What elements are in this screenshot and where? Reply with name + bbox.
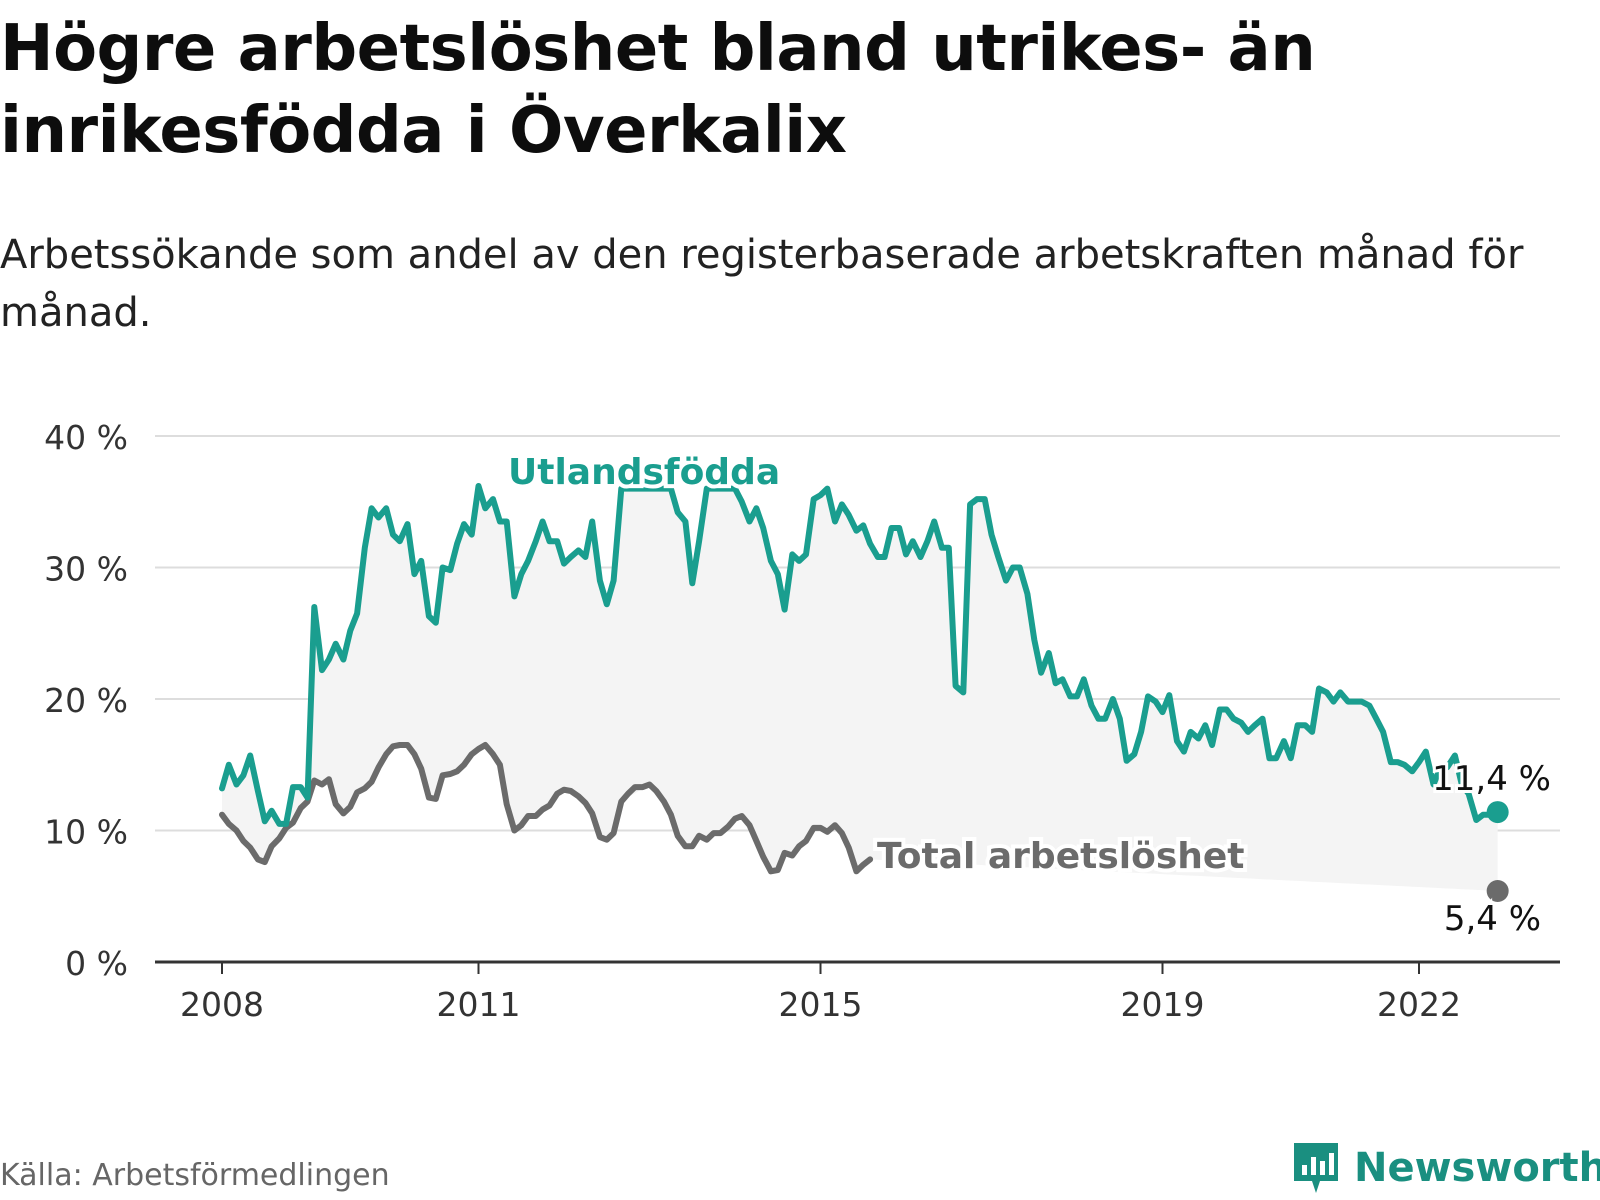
- line-chart: 0 % 10 % 20 % 30 % 40 % 2008 2011 2015 2019 2022 U…: [44, 418, 1560, 1024]
- series-line-total: [219, 742, 874, 875]
- series-label-total: Total arbetslöshet: [877, 836, 1245, 877]
- x-tick-label: 2008: [180, 985, 264, 1024]
- end-marker-foreign: [1486, 801, 1509, 824]
- series-label-foreign: Utlandsfödda: [508, 452, 780, 493]
- x-tick-label: 2019: [1121, 985, 1205, 1024]
- difference-band: [222, 486, 1498, 891]
- y-tick-label: 0 %: [65, 944, 128, 983]
- brand-name: Newsworthy: [1354, 1145, 1600, 1191]
- end-marker-total: [1486, 879, 1509, 902]
- series-line-foreign: [219, 483, 1501, 827]
- x-tick-label: 2022: [1377, 985, 1461, 1024]
- brand-logo: Newsworthy: [1290, 1138, 1600, 1198]
- x-tick-label: 2015: [779, 985, 863, 1024]
- y-tick-label: 30 %: [44, 550, 128, 589]
- chart-title: Högre arbetslöshet bland utrikes- än inr…: [0, 12, 1316, 168]
- end-value-label-foreign: 11,4 %: [1432, 759, 1551, 799]
- y-tick-label: 20 %: [44, 681, 128, 720]
- x-tick-label: 2011: [437, 985, 521, 1024]
- source-note: Källa: Arbetsförmedlingen: [0, 1158, 390, 1193]
- y-tick-label: 40 %: [44, 418, 128, 457]
- end-value-label-total: 5,4 %: [1444, 899, 1541, 939]
- y-tick-label: 10 %: [44, 813, 128, 852]
- chart-subtitle: Arbetssökande som andel av den registerb…: [0, 232, 1524, 336]
- newsworthy-icon: [1294, 1143, 1338, 1193]
